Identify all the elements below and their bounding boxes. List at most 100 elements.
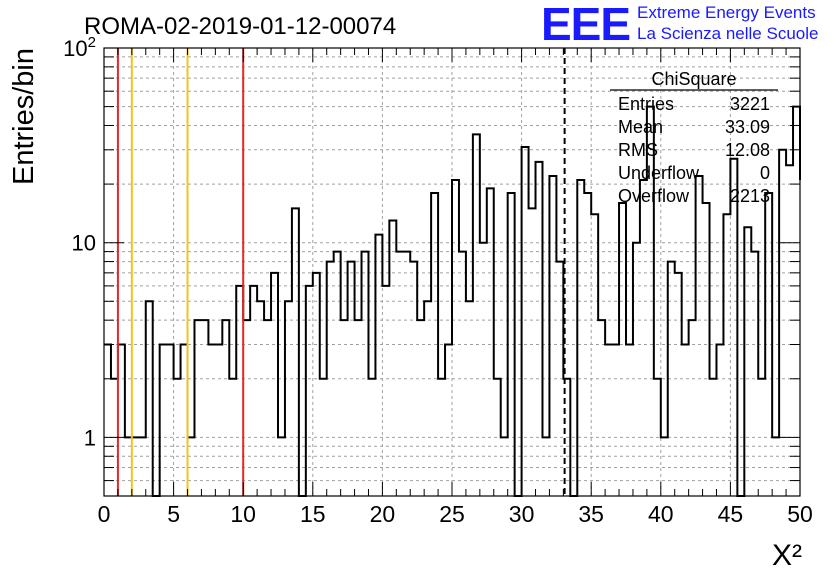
histogram-bin — [710, 379, 717, 496]
histogram-bin — [703, 203, 710, 496]
stats-label: Mean — [618, 117, 663, 137]
histogram-bin — [487, 188, 494, 496]
histogram-bin — [772, 437, 779, 496]
histogram-bin — [403, 252, 410, 496]
stats-value: 3221 — [730, 94, 770, 114]
histogram-bin — [334, 252, 341, 496]
histogram-bin — [730, 159, 737, 496]
x-tick-label: 5 — [167, 501, 180, 527]
histogram-bin — [584, 193, 591, 496]
stats-rows: Entries 3221 Mean 33.09 RMS 12.08 Underflow 0 Ov… — [618, 94, 770, 206]
axis-ticks — [103, 48, 801, 496]
histogram-bin — [222, 320, 229, 496]
histogram-bin — [243, 320, 250, 496]
stats-title: ChiSquare — [651, 69, 736, 89]
histogram-bin — [619, 203, 626, 496]
histogram-bin — [765, 193, 772, 496]
histogram-bin — [473, 134, 480, 496]
histogram-bin — [313, 273, 320, 496]
histogram-bin — [598, 320, 605, 496]
x-tick-label: 35 — [578, 501, 604, 527]
stats-label: Entries — [618, 94, 674, 114]
histogram-bin — [445, 344, 452, 496]
y-tick-label: 102 — [63, 34, 96, 61]
histogram-bin — [201, 320, 208, 496]
histogram-bin — [125, 437, 132, 496]
histogram-bin — [744, 227, 751, 496]
histogram-bin — [181, 344, 188, 496]
histogram-bin — [146, 301, 153, 496]
x-tick-labels: 0 5 10 15 20 25 30 35 40 45 50 — [98, 501, 813, 527]
y-tick-label: 10 — [72, 231, 96, 256]
histogram-bin — [389, 221, 396, 496]
histogram-bin — [542, 437, 549, 496]
histogram-outline — [104, 105, 801, 497]
chart-title: ROMA-02-2019-01-12-00074 — [84, 13, 396, 40]
histogram-bin — [396, 252, 403, 496]
histogram-bin — [139, 437, 146, 496]
histogram-bin — [591, 214, 598, 496]
histogram-bin — [118, 344, 125, 496]
histogram-bin — [264, 320, 271, 496]
y-tick-label: 1 — [84, 425, 96, 450]
histogram-bin — [292, 208, 299, 496]
histogram-bin — [549, 176, 556, 496]
histogram-bin — [633, 243, 640, 496]
stats-value: 2213 — [730, 186, 770, 206]
histogram-bin — [626, 344, 633, 496]
histogram-bin — [424, 301, 431, 496]
histogram-bin — [452, 180, 459, 496]
histogram-bin — [104, 344, 111, 496]
x-tick-label: 30 — [509, 501, 535, 527]
histogram-bin — [375, 235, 382, 496]
histogram-bin — [410, 262, 417, 496]
histogram-bin — [278, 437, 285, 496]
histogram-bin — [779, 150, 786, 496]
y-axis-label: Entries/bin — [8, 48, 40, 185]
stats-label: Overflow — [618, 186, 690, 206]
histogram-bin — [236, 286, 243, 496]
histogram-bin — [605, 344, 612, 496]
histogram-bin — [229, 379, 236, 496]
x-tick-label: 45 — [718, 501, 744, 527]
histogram-bin — [285, 301, 292, 496]
histogram-bin — [327, 262, 334, 496]
eee-logo: EEE Extreme Energy Events La Scienza nel… — [541, 0, 818, 50]
y-tick-labels: 1 10 102 — [63, 34, 96, 450]
histogram-bin — [341, 320, 348, 496]
x-tick-label: 25 — [439, 501, 465, 527]
stats-value: 33.09 — [725, 117, 770, 137]
stats-value: 12.08 — [725, 140, 770, 160]
histogram-bin — [480, 243, 487, 496]
vertical-lines — [116, 48, 566, 496]
histogram-bin — [132, 437, 139, 496]
histogram-bin — [556, 262, 563, 496]
histogram-bin — [716, 344, 723, 496]
histogram-bin — [723, 214, 730, 496]
histogram-bin — [661, 437, 668, 496]
histogram-bin — [355, 320, 362, 496]
histogram-bin — [257, 301, 264, 496]
histogram-bin — [640, 180, 647, 496]
x-tick-label: 0 — [98, 501, 111, 527]
histogram-bin — [536, 162, 543, 496]
logo-line-2: La Scienza nelle Scuole — [637, 24, 818, 43]
histogram-bin — [438, 379, 445, 496]
histogram-bin — [668, 262, 675, 496]
histogram-bin — [758, 379, 765, 496]
histogram-bin — [368, 379, 375, 496]
x-tick-label: 10 — [230, 501, 256, 527]
histogram-bin — [431, 193, 438, 496]
histogram-bin — [160, 344, 167, 496]
stats-label: Underflow — [618, 163, 700, 183]
histogram-bin — [654, 379, 661, 496]
x-tick-label: 40 — [648, 501, 674, 527]
logo-line-1: Extreme Energy Events — [637, 3, 816, 22]
histogram-bin — [250, 286, 257, 496]
histogram-bin — [194, 320, 201, 496]
histogram-bin — [348, 262, 355, 496]
histogram-bin — [271, 273, 278, 496]
x-tick-label: 50 — [787, 501, 813, 527]
